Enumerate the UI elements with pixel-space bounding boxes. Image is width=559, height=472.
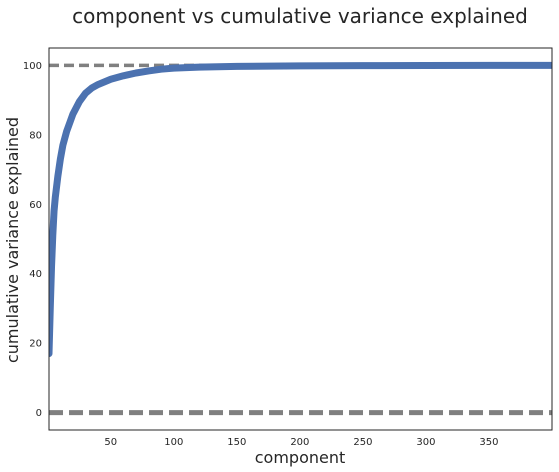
- y-axis: 0 20 40 60 80 100: [23, 61, 42, 419]
- chart-title: component vs cumulative variance explain…: [72, 4, 528, 28]
- plot-content: [49, 61, 552, 416]
- series-line-0: [49, 61, 552, 358]
- plot-frame: [48, 47, 553, 431]
- y-tick-label: 0: [36, 408, 42, 419]
- x-tick-label: 200: [290, 437, 309, 448]
- x-tick-label: 100: [164, 437, 183, 448]
- x-tick-label: 50: [104, 437, 117, 448]
- x-tick-label: 150: [227, 437, 246, 448]
- x-tick-label: 350: [479, 437, 498, 448]
- y-tick-label: 100: [23, 61, 42, 72]
- x-tick-label: 250: [353, 437, 372, 448]
- x-axis-label: component: [255, 448, 346, 467]
- y-tick-label: 40: [29, 269, 42, 280]
- plot-area: [48, 47, 553, 431]
- y-axis-label: cumulative variance explained: [3, 117, 22, 363]
- x-tick-label: 300: [416, 437, 435, 448]
- y-tick-label: 80: [29, 130, 42, 141]
- y-tick-label: 20: [29, 339, 42, 350]
- x-axis: 50 100 150 200 250 300 350: [104, 437, 498, 448]
- y-tick-label: 60: [29, 200, 42, 211]
